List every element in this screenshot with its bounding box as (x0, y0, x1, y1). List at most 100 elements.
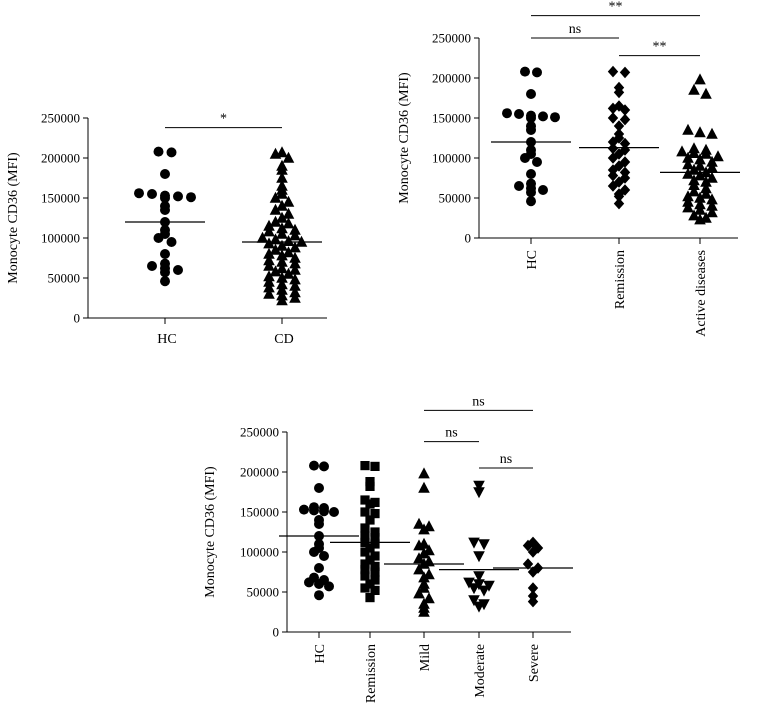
data-point (688, 83, 700, 95)
data-point (607, 180, 619, 192)
data-point (550, 112, 560, 123)
data-point (676, 145, 688, 157)
y-axis-label: Monocyte CD36 (MFI) (203, 466, 218, 598)
y-tick-label: 100000 (240, 545, 279, 560)
data-point (607, 136, 619, 148)
data-point (532, 67, 542, 78)
data-point (160, 169, 170, 179)
data-point (370, 567, 380, 577)
data-point (269, 203, 282, 215)
data-point (473, 551, 485, 563)
data-point (694, 169, 706, 181)
data-point (607, 142, 619, 155)
data-point (619, 113, 631, 126)
data-point (538, 185, 548, 195)
data-point (526, 89, 536, 99)
data-point (289, 263, 301, 275)
data-point (160, 249, 170, 259)
data-point (276, 146, 288, 158)
data-point (423, 592, 435, 604)
data-point (607, 112, 619, 124)
chart-panel-3: 0 50000 100000 150000 200000 250000 Monocyte C… (203, 394, 573, 703)
y-tick-label: 100000 (41, 231, 80, 246)
data-point (299, 504, 309, 515)
data-point (478, 539, 490, 551)
data-point (527, 566, 539, 578)
data-point (522, 539, 534, 552)
data-point (682, 158, 694, 170)
data-point (706, 193, 718, 205)
x-category-label: Active diseases (694, 250, 709, 337)
y-tick-label: 150000 (432, 111, 471, 126)
data-point (370, 561, 380, 571)
data-point (263, 237, 275, 249)
data-point (418, 605, 430, 617)
data-point (473, 480, 485, 492)
data-point (282, 151, 295, 163)
data-point (276, 227, 288, 239)
data-point (314, 483, 324, 493)
data-point (473, 487, 485, 499)
data-point (276, 171, 288, 183)
x-category-label: HC (525, 250, 540, 269)
data-point (289, 286, 301, 298)
data-point (370, 533, 380, 543)
data-point (153, 146, 164, 157)
data-point (418, 467, 430, 479)
data-point (370, 551, 380, 561)
data-point (700, 166, 712, 178)
data-point (682, 190, 694, 202)
data-point (370, 575, 380, 585)
data-point (365, 555, 375, 565)
data-point (276, 278, 288, 290)
data-point (694, 191, 706, 203)
data-point (370, 497, 380, 507)
data-point (365, 543, 375, 553)
data-point (700, 175, 712, 187)
data-point (527, 582, 539, 594)
data-point (289, 273, 301, 285)
data-point (502, 108, 512, 119)
data-point (682, 201, 694, 213)
y-tick-label: 0 (74, 311, 81, 326)
data-point (706, 127, 718, 139)
data-point (694, 198, 706, 210)
data-point (134, 188, 144, 199)
data-point (269, 243, 282, 255)
data-point (694, 126, 706, 138)
data-point (526, 187, 536, 198)
data-point (613, 86, 625, 99)
data-point (282, 207, 295, 219)
data-point (607, 65, 619, 78)
data-point (688, 209, 700, 221)
data-point (706, 155, 718, 167)
data-point (166, 147, 177, 158)
data-point (263, 247, 275, 259)
chart-panel-1: 0 50000 100000 150000 200000 250000 Monocyte C… (6, 111, 327, 347)
data-point (526, 169, 536, 179)
y-axis-label: Monocyte CD36 (MFI) (6, 152, 21, 284)
data-point (418, 571, 430, 583)
data-point (263, 219, 275, 231)
data-point (413, 563, 425, 575)
data-point (370, 585, 380, 595)
data-point (418, 523, 430, 535)
data-point (276, 283, 288, 295)
data-point (688, 185, 700, 197)
data-point (619, 137, 631, 150)
chart-panel-2: 0 50000 100000 150000 200000 250000 Monocyte C… (397, 0, 740, 337)
y-tick-label: 50000 (247, 585, 280, 600)
y-tick-label: 200000 (240, 465, 279, 480)
y-tick-label: 200000 (41, 151, 80, 166)
data-point (514, 109, 524, 119)
data-point (360, 461, 370, 471)
data-point (365, 515, 375, 525)
data-point (607, 152, 619, 164)
data-point (263, 254, 275, 266)
data-point (319, 551, 329, 561)
data-point (613, 190, 625, 203)
data-point (694, 159, 706, 171)
data-point (365, 481, 375, 491)
y-tick-label: 0 (273, 625, 280, 640)
